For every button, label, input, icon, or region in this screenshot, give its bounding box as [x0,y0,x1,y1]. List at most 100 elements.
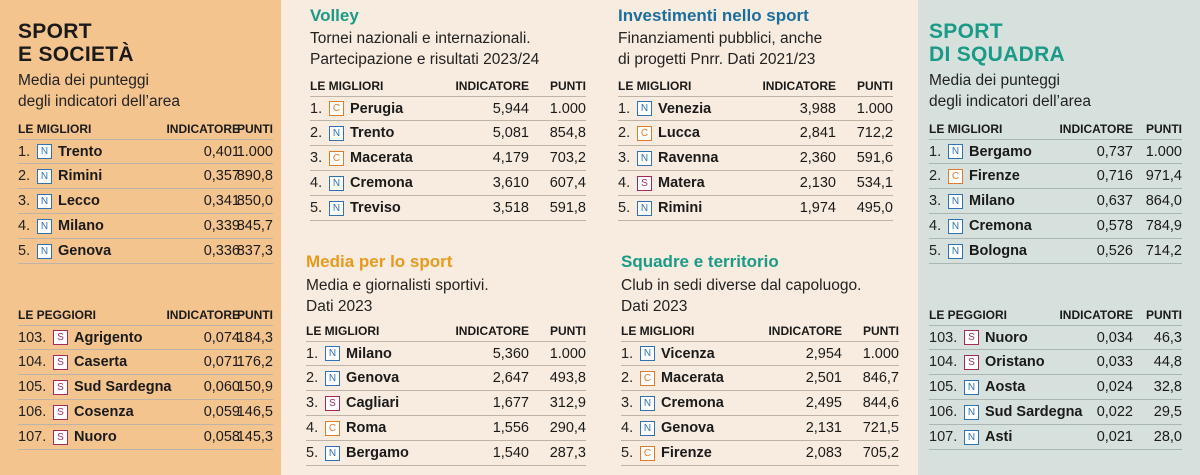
rank: 104. [929,354,958,370]
table-row: 3. S Cagliari 1,677 312,9 [306,391,586,416]
indicatore-value: 3,610 [492,175,529,191]
sport-squadra-subtitle: Media dei punteggi degli indicatori dell… [929,72,1091,110]
indicatore-value: 1,556 [492,420,529,436]
sport-societa-best-header-indicatore: INDICATORE [166,122,240,136]
rank: 4. [618,175,631,191]
rank: 5. [310,200,323,216]
table-row: 103. S Nuoro 0,034 46,3 [929,325,1182,350]
type-badge: N [948,243,963,259]
volley-subtitle: Tornei nazionali e internazionali. Parte… [310,30,540,68]
city-name: Agrigento [74,329,143,346]
indicatore-value: 4,179 [492,150,529,166]
rank: 1. [310,100,323,117]
sport-squadra-worst-header: LE PEGGIORI INDICATORE PUNTI [929,308,1182,322]
city-name: Firenze [969,168,1020,184]
type-badge: S [53,330,68,345]
type-badge: N [637,150,652,166]
volley-header-label: LE MIGLIORI [310,79,384,93]
rank: 2. [18,168,31,184]
city-name: Oristano [985,354,1045,370]
table-row: 105. S Sud Sardegna 0,060 150,9 [18,375,273,400]
type-badge: C [325,420,340,436]
indicatore-value: 0,401 [203,143,240,160]
rank: 1. [306,345,319,362]
city-name: Genova [346,370,400,386]
table-row: 107. S Nuoro 0,058 145,3 [18,425,273,450]
indicatore-value: 1,540 [492,445,529,461]
media-title: Media per lo sport [306,252,453,271]
indicatore-value: 2,130 [799,175,836,191]
media-header-punti: PUNTI [550,324,586,338]
type-badge: S [53,429,68,445]
city-name: Nuoro [985,329,1028,346]
punti-value: 607,4 [549,175,586,191]
indicatore-value: 1,677 [492,395,529,411]
table-row: 5. N Genova 0,336 837,3 [18,239,273,264]
punti-value: 844,6 [862,395,899,411]
indicatore-value: 0,339 [203,218,240,234]
type-badge: N [37,193,52,209]
sport-societa-best-header: LE MIGLIORI INDICATORE PUNTI [18,122,273,136]
rank: 1. [18,143,31,160]
sport-squadra-panel [918,0,1200,475]
media-header-indicatore: INDICATORE [455,324,529,338]
rank: 106. [18,404,47,420]
table-row: 5. N Rimini 1,974 495,0 [618,196,893,221]
table-row: 2. N Rimini 0,357 890,8 [18,164,273,189]
city-name: Milano [58,218,104,234]
investimenti-title: Investimenti nello sport [618,6,809,25]
indicatore-value: 3,518 [492,200,529,216]
table-row: 105. N Aosta 0,024 32,8 [929,375,1182,400]
type-badge: N [325,445,340,461]
media-table: 1. N Milano 5,360 1.000 2. N Genova 2,647 493,8 3.… [306,341,586,466]
table-row: 3. N Lecco 0,341 850,0 [18,189,273,214]
type-badge: N [325,346,340,361]
type-badge: N [964,404,979,420]
punti-value: 32,8 [1153,379,1182,395]
punti-value: 705,2 [862,445,899,461]
sport-squadra-title: SPORT DI SQUADRA [929,20,1066,66]
type-badge: N [329,125,344,141]
table-row: 103. S Agrigento 0,074 184,3 [18,325,273,350]
type-badge: N [37,168,52,184]
city-name: Nuoro [74,429,117,445]
type-badge: N [329,175,344,191]
indicatore-value: 0,059 [203,404,240,420]
city-name: Lucca [658,125,700,141]
type-badge: N [640,346,655,361]
city-name: Genova [661,420,715,436]
city-name: Cosenza [74,404,134,420]
type-badge: N [948,218,963,234]
rank: 103. [18,329,47,346]
punti-value: 1.000 [549,345,586,362]
rank: 3. [618,150,631,166]
punti-value: 837,3 [236,243,273,259]
table-row: 4. C Roma 1,556 290,4 [306,416,586,441]
punti-value: 534,1 [856,175,893,191]
city-name: Cremona [350,175,413,191]
squadre-subtitle: Club in sedi diverse dal capoluogo. Dati… [621,277,862,315]
table-row: 4. N Cremona 3,610 607,4 [310,171,586,196]
punti-value: 591,6 [856,150,893,166]
punti-value: 864,0 [1145,193,1182,209]
sport-societa-best-header-label: LE MIGLIORI [18,122,92,136]
squadre-header-label: LE MIGLIORI [621,324,695,338]
sport-squadra-worst-header-punti: PUNTI [1146,308,1182,322]
sport-societa-worst-header-punti: PUNTI [237,308,273,322]
punti-value: 146,5 [236,404,273,420]
sport-societa-worst-header-indicatore: INDICATORE [166,308,240,322]
city-name: Macerata [661,370,724,386]
city-name: Asti [985,429,1013,445]
indicatore-value: 2,131 [805,420,842,436]
indicatore-value: 0,060 [203,379,240,395]
rank: 2. [306,370,319,386]
rank: 3. [310,150,323,166]
punti-value: 493,8 [549,370,586,386]
type-badge: S [53,354,68,370]
indicatore-value: 5,081 [492,125,529,141]
type-badge: S [637,175,652,191]
city-name: Vicenza [661,345,715,362]
table-row: 2. C Lucca 2,841 712,2 [618,121,893,146]
indicatore-value: 0,058 [203,429,240,445]
type-badge: N [637,200,652,216]
